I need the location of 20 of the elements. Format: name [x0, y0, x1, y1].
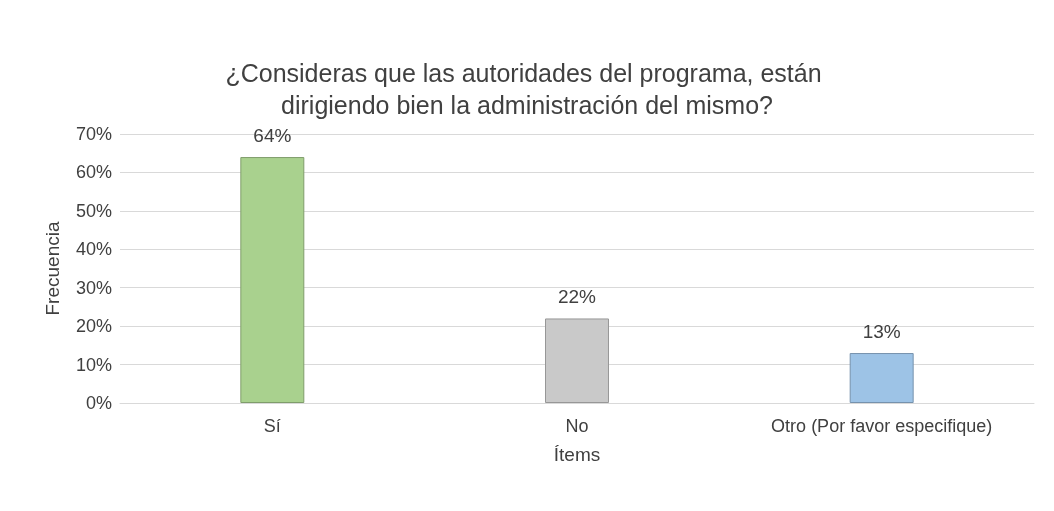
y-tick-label: 40% [75, 239, 112, 260]
data-label: 64% [253, 125, 292, 147]
x-tick-label: Sí [263, 416, 281, 436]
y-axis-title: Frecuencia [42, 221, 63, 316]
bar [545, 318, 609, 403]
chart-title: ¿Consideras que las autoridades del programa, están dirigiendo bien la administración del mismo? [225, 59, 829, 119]
y-tick-label: 70% [75, 124, 112, 144]
y-tick-label: 0% [85, 393, 112, 413]
x-tick-label: No [565, 416, 589, 436]
y-tick-label: 20% [75, 316, 112, 337]
x-axis-title: Ítems [553, 444, 601, 465]
y-tick-label: 30% [75, 277, 112, 298]
y-tick-label: 60% [75, 162, 112, 183]
bar [849, 353, 914, 403]
x-tick-label: Otro (Por favor especifique) [771, 416, 993, 436]
y-tick-label: 50% [75, 200, 112, 221]
y-tick-label: 10% [75, 354, 112, 375]
data-label: 22% [557, 286, 597, 308]
bar [240, 157, 305, 403]
data-label: 13% [862, 321, 901, 343]
